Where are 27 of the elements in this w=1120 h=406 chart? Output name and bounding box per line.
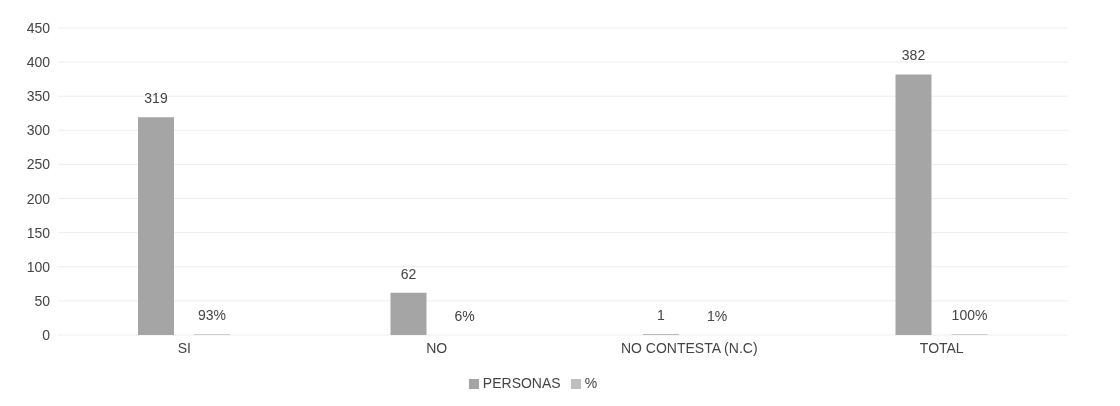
bar [138,117,174,335]
x-tick-label: NO CONTESTA (N.C) [620,339,758,356]
y-tick-label: 250 [26,156,51,173]
data-label: 93% [197,307,227,324]
data-label: 100% [951,307,988,324]
x-tick-label: NO [426,339,448,356]
y-tick-label: 200 [26,190,51,207]
y-tick-label: 100 [26,258,51,275]
x-tick-label: TOTAL [919,339,964,356]
data-label: 1 [657,307,666,324]
data-label: 1% [706,307,728,324]
data-label: 6% [454,307,475,324]
bar [390,292,427,335]
y-tick-label: 150 [26,224,51,241]
y-tick-label: 350 [26,88,51,105]
x-tick-label: SI [177,339,191,356]
legend-label: PERSONAS [482,375,561,391]
legend-label: % [584,375,598,391]
y-tick-label: 400 [26,54,51,71]
y-tick-label: 50 [34,292,51,309]
y-tick-label: 300 [26,122,51,139]
data-label: 382 [901,47,926,64]
y-tick-label: 450 [26,19,51,36]
y-tick-label: 0 [42,326,51,343]
data-label: 62 [400,265,417,282]
data-label: 319 [144,90,168,107]
bar [895,74,932,335]
